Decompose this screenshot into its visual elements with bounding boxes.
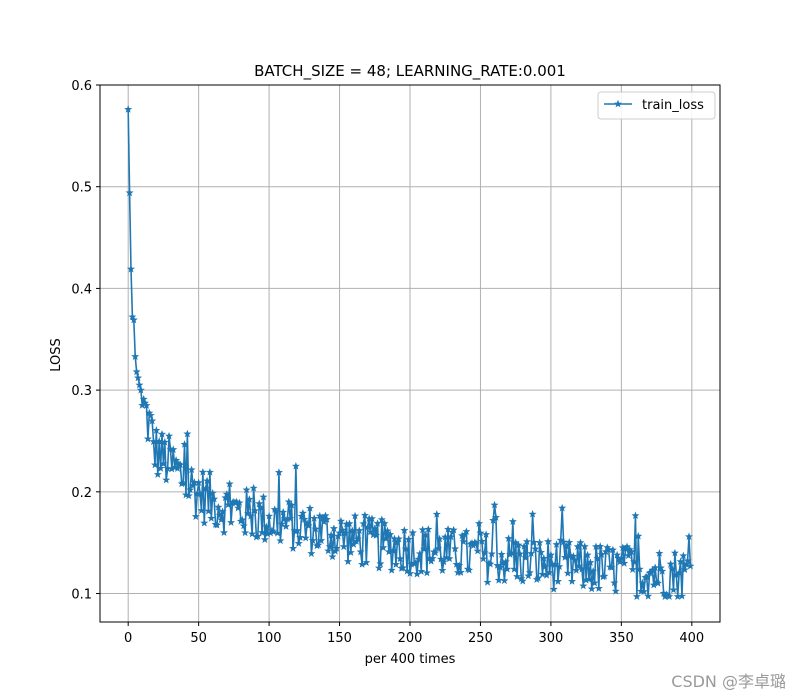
x-tick-label: 50 [190, 631, 207, 646]
plot-area: 0 50 100 150 200 250 300 350 400 0.1 0.2 0.3 0.4 0.5… [71, 79, 721, 646]
y-tick-label: 0.2 [71, 486, 92, 501]
legend-box [597, 91, 716, 120]
x-axis-label: per 400 times [365, 652, 456, 667]
y-tick-label: 0.4 [71, 282, 92, 297]
y-axis-label: LOSS [49, 338, 64, 372]
legend-label: train_loss [642, 98, 704, 113]
y-tick-label: 0.6 [71, 79, 92, 94]
x-tick-label: 350 [609, 631, 634, 646]
x-axis-ticks: 0 50 100 150 200 250 300 350 400 [124, 622, 704, 646]
series-train-loss [124, 105, 695, 600]
x-tick-label: 150 [327, 631, 352, 646]
y-tick-label: 0.1 [71, 588, 92, 603]
grid-lines [100, 85, 720, 622]
y-tick-label: 0.5 [71, 181, 92, 196]
x-tick-label: 250 [468, 631, 493, 646]
loss-line [127, 109, 692, 598]
y-axis-ticks: 0.1 0.2 0.3 0.4 0.5 0.6 [71, 79, 100, 603]
star-marker-icon [614, 99, 622, 108]
chart-title: BATCH_SIZE = 48; LEARNING_RATE:0.001 [254, 62, 566, 81]
x-tick-label: 0 [124, 631, 132, 646]
x-tick-label: 300 [538, 631, 563, 646]
y-tick-label: 0.3 [71, 384, 92, 399]
x-tick-label: 200 [398, 631, 423, 646]
x-tick-label: 400 [679, 631, 704, 646]
watermark: CSDN @李卓璐 [671, 672, 786, 691]
x-tick-label: 100 [257, 631, 282, 646]
legend: train_loss [597, 91, 716, 120]
